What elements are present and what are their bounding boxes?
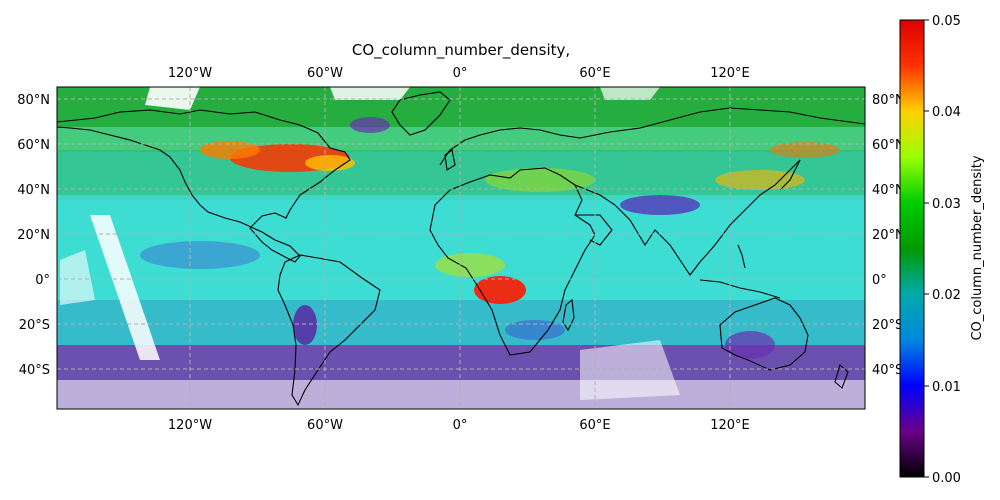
lat-tick-right: 80°N	[872, 93, 905, 108]
colorbar-tick-label: 0.05	[932, 14, 961, 29]
lon-tick-top: 120°W	[168, 66, 212, 81]
gridlines	[57, 87, 865, 409]
lon-tick-bottom: 0°	[453, 418, 468, 433]
colorbar	[899, 19, 925, 478]
lat-tick-left: 60°N	[17, 138, 50, 153]
lat-tick-right: 60°N	[872, 138, 905, 153]
map-title: CO_column_number_density,	[351, 41, 571, 59]
lat-tick-left: 80°N	[17, 93, 50, 108]
colorbar-tick-label: 0.01	[932, 380, 961, 395]
lon-tick-bottom: 60°W	[307, 418, 343, 433]
lat-tick-left: 20°S	[19, 318, 50, 333]
lat-tick-left: 40°S	[19, 363, 50, 378]
lon-tick-bottom: 60°E	[579, 418, 610, 433]
lon-tick-top: 0°	[453, 66, 468, 81]
lon-tick-top: 120°E	[710, 66, 750, 81]
map-frame	[56, 86, 866, 410]
colorbar-tick-label: 0.04	[932, 105, 961, 120]
lat-tick-right: 20°N	[872, 228, 905, 243]
lat-tick-left: 40°N	[17, 183, 50, 198]
colorbar-tick-label: 0.00	[932, 471, 961, 486]
lon-tick-top: 60°W	[307, 66, 343, 81]
lat-tick-left: 0°	[35, 273, 50, 288]
lon-tick-top: 60°E	[579, 66, 610, 81]
coastlines	[57, 91, 865, 407]
lon-tick-bottom: 120°W	[168, 418, 212, 433]
lat-tick-right: 20°S	[872, 318, 903, 333]
colorbar-ticks	[924, 19, 929, 478]
lat-tick-right: 0°	[872, 273, 887, 288]
colorbar-label: CO_column_number_density	[970, 155, 985, 340]
lat-tick-right: 40°N	[872, 183, 905, 198]
lat-tick-right: 40°S	[872, 363, 903, 378]
lon-tick-bottom: 120°E	[710, 418, 750, 433]
lat-tick-left: 20°N	[17, 228, 50, 243]
colorbar-tick-label: 0.02	[932, 288, 961, 303]
colorbar-tick-label: 0.03	[932, 197, 961, 212]
data-field	[57, 87, 865, 409]
